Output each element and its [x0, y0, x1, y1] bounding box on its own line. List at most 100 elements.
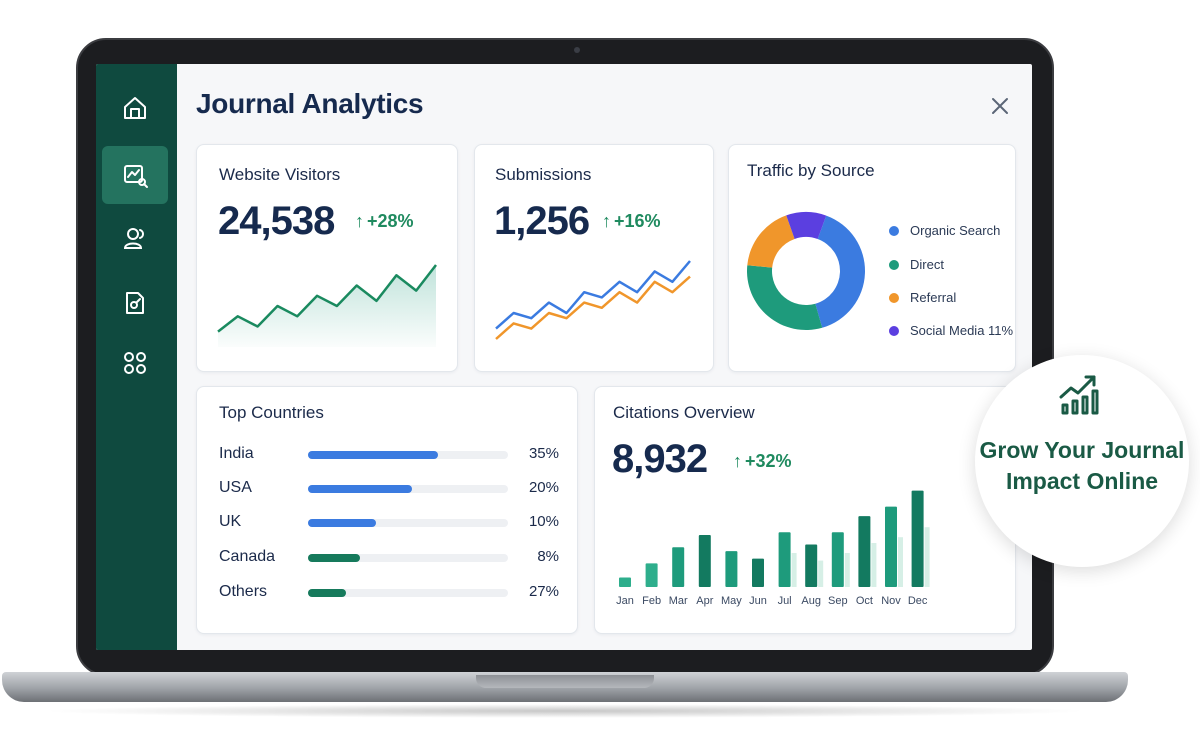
month-label-may: May: [721, 595, 742, 607]
visitors-area: [218, 265, 436, 347]
submissions-delta: ↑ +16%: [602, 211, 661, 232]
bar-aug: [805, 544, 818, 587]
submissions-line-1: [495, 260, 691, 330]
home-icon: [124, 97, 146, 119]
bar-shadow-aug: [818, 560, 824, 587]
sidebar: [96, 64, 177, 650]
nav-apps[interactable]: [102, 334, 168, 392]
visitors-chart: [217, 264, 437, 347]
close-icon[interactable]: [988, 94, 1012, 118]
page-title: Journal Analytics: [196, 88, 424, 119]
legend-organic-search: Organic Search: [889, 223, 1000, 238]
analytics-icon: [124, 165, 148, 188]
visitors-value: 24,538: [218, 199, 335, 243]
legend-label: Referral: [910, 290, 957, 305]
grid-icon: [124, 352, 146, 374]
citations-delta: ↑ +32%: [733, 451, 792, 472]
legend-social-media: Social Media 11%: [889, 323, 1013, 338]
legend-dot: [889, 259, 899, 270]
citations-value: 8,932: [612, 437, 708, 481]
legend-referral: Referral: [889, 290, 956, 305]
visitors-title: Website Visitors: [219, 165, 341, 184]
laptop-camera: [574, 47, 580, 53]
country-row: USA 20%: [219, 479, 559, 499]
dashboard-screen: Journal Analytics Website Visitors 24,53…: [96, 64, 1032, 650]
laptop-notch: [476, 675, 654, 688]
citations-bar-chart: Jan Feb Mar Apr May Jun Jul Aug Sep Oct Nov Dec: [616, 490, 930, 607]
month-label-dec: Dec: [908, 595, 928, 607]
traffic-donut-chart: [747, 212, 865, 330]
legend-direct: Direct: [889, 257, 944, 272]
legend-dot: [889, 325, 899, 336]
arrow-up-icon: ↑: [733, 451, 742, 471]
bar-nov: [885, 506, 897, 587]
donut-slice-3: [747, 215, 795, 268]
document-icon: [126, 292, 144, 314]
visitors-card: Website Visitors 24,538 ↑ +28%: [196, 144, 458, 372]
month-label-mar: Mar: [669, 595, 688, 607]
bar-shadow-dec: [924, 527, 930, 587]
bar-shadow-jul: [791, 553, 797, 587]
bar-jul: [778, 532, 791, 587]
donut-slice-1: [815, 215, 865, 328]
month-label-apr: Apr: [696, 595, 713, 607]
promo-badge: Grow Your Journal Impact Online: [975, 355, 1189, 567]
bar-jan: [619, 577, 631, 587]
citations-title: Citations Overview: [613, 403, 755, 422]
legend-label: Organic Search: [910, 223, 1001, 238]
country-row: Others 27%: [219, 583, 559, 603]
submissions-title: Submissions: [495, 165, 592, 184]
submissions-line-2: [495, 275, 691, 340]
submissions-delta-value: +16%: [614, 211, 661, 231]
countries-card: Top Countries India 35% USA 20% UK 10% C…: [196, 386, 578, 634]
arrow-up-icon: ↑: [355, 211, 364, 231]
citations-delta-value: +32%: [745, 451, 792, 471]
nav-users[interactable]: [102, 209, 168, 267]
nav-documents[interactable]: [102, 274, 168, 332]
visitors-delta: ↑ +28%: [355, 211, 414, 232]
donut-slice-2: [747, 265, 823, 330]
bar-shadow-oct: [871, 543, 877, 587]
bar-dec: [911, 490, 924, 587]
country-name: Others: [219, 583, 268, 600]
country-percent: 8%: [537, 548, 559, 565]
month-label-oct: Oct: [856, 595, 873, 607]
users-icon: [123, 228, 144, 249]
country-bar-track: [308, 485, 508, 493]
month-label-jul: Jul: [778, 595, 792, 607]
country-bar-track: [308, 519, 508, 527]
legend-dot: [889, 225, 899, 236]
bar-shadow-nov: [898, 537, 903, 587]
promo-text: Grow Your Journal Impact Online: [979, 437, 1185, 494]
country-percent: 10%: [528, 513, 559, 530]
month-label-feb: Feb: [642, 595, 661, 607]
country-name: USA: [219, 479, 252, 496]
visitors-line: [217, 264, 437, 333]
country-bar-track: [308, 554, 508, 562]
country-percent: 20%: [528, 479, 559, 496]
country-bar-fill: [308, 485, 412, 493]
country-row: Canada 8%: [219, 548, 559, 568]
laptop-shadow: [40, 704, 1090, 718]
month-label-jan: Jan: [616, 595, 634, 607]
country-row: UK 10%: [219, 513, 559, 533]
month-label-sep: Sep: [828, 595, 848, 607]
country-bar-fill: [308, 451, 438, 459]
country-bar-fill: [308, 519, 376, 527]
month-label-nov: Nov: [881, 595, 901, 607]
citations-card: Citations Overview 8,932 ↑ +32% Jan Feb Mar…: [594, 386, 1016, 634]
legend-dot: [889, 292, 899, 303]
country-name: Canada: [219, 548, 276, 565]
month-label-aug: Aug: [801, 595, 821, 607]
country-bar-fill: [308, 554, 360, 562]
bar-may: [725, 551, 738, 587]
bar-mar: [672, 547, 685, 587]
nav-home[interactable]: [102, 79, 168, 137]
traffic-title: Traffic by Source: [747, 161, 875, 180]
bar-jun: [752, 558, 764, 587]
countries-title: Top Countries: [219, 403, 324, 422]
country-bar-fill: [308, 589, 346, 597]
country-name: India: [219, 445, 254, 462]
country-bar-track: [308, 589, 508, 597]
nav-analytics[interactable]: [102, 146, 168, 204]
